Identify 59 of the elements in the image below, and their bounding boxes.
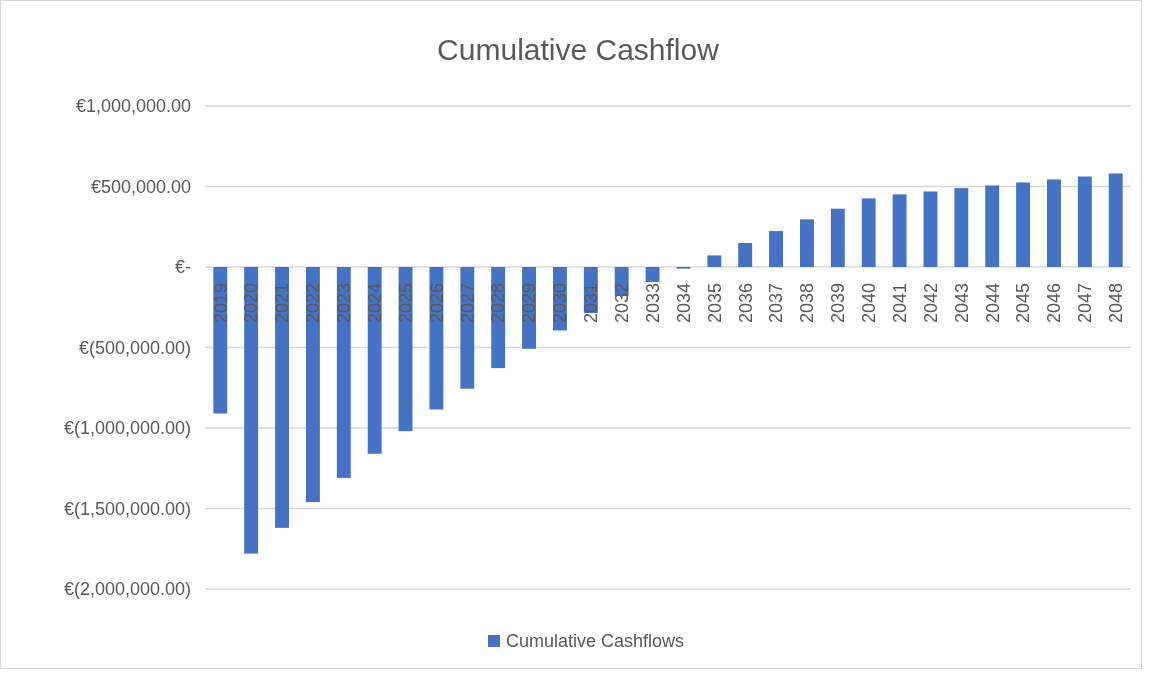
x-tick-label: 2029 bbox=[519, 283, 540, 324]
x-tick-label: 2035 bbox=[704, 283, 725, 324]
bar bbox=[336, 267, 351, 478]
x-tick-label: 2045 bbox=[1013, 283, 1034, 324]
x-tick-label: 2040 bbox=[859, 283, 879, 324]
bar bbox=[985, 185, 1000, 267]
y-tick-label: €1,000,000.00 bbox=[75, 96, 191, 117]
bar bbox=[1077, 176, 1092, 267]
chart-title: Cumulative Cashflow bbox=[437, 33, 720, 66]
x-tick-label: 2020 bbox=[241, 283, 262, 324]
bar bbox=[707, 255, 722, 267]
legend-label: Cumulative Cashflows bbox=[506, 631, 685, 652]
x-tick-label: 2044 bbox=[982, 283, 1003, 324]
x-tick-label: 2036 bbox=[735, 283, 756, 324]
x-tick-label: 2032 bbox=[611, 283, 632, 324]
y-tick-label: €(1,000,000.00) bbox=[63, 418, 191, 439]
bar bbox=[1016, 182, 1031, 267]
y-tick-label: €(500,000.00) bbox=[78, 337, 191, 358]
y-tick-label: €500,000.00 bbox=[90, 176, 191, 197]
bar bbox=[954, 188, 969, 267]
x-tick-label: 2038 bbox=[797, 283, 818, 324]
bar bbox=[769, 231, 784, 267]
x-tick-label: 2028 bbox=[488, 283, 509, 324]
bar bbox=[861, 198, 876, 267]
bar bbox=[367, 267, 382, 454]
x-tick-label: 2047 bbox=[1075, 283, 1096, 324]
x-tick-label: 2043 bbox=[951, 283, 972, 324]
bar bbox=[892, 194, 907, 267]
x-tick-label: 2046 bbox=[1044, 283, 1065, 324]
x-tick-label: 2048 bbox=[1106, 283, 1127, 324]
x-tick-label: 2026 bbox=[426, 283, 447, 324]
bar bbox=[1047, 179, 1061, 267]
bar bbox=[830, 208, 845, 267]
x-tick-label: 2042 bbox=[920, 283, 941, 324]
x-tick-label: 2034 bbox=[673, 283, 694, 324]
x-tick-label: 2033 bbox=[642, 283, 663, 324]
bar bbox=[923, 191, 938, 267]
bar bbox=[1108, 173, 1123, 267]
x-tick-label: 2023 bbox=[334, 283, 355, 324]
bar bbox=[800, 219, 814, 267]
y-tick-label: €(2,000,000.00) bbox=[63, 579, 191, 600]
x-tick-label: 2037 bbox=[766, 283, 787, 324]
bar bbox=[275, 267, 289, 528]
x-tick-label: 2030 bbox=[550, 283, 571, 324]
bar bbox=[305, 267, 320, 503]
x-tick-label: 2027 bbox=[457, 283, 478, 324]
bar bbox=[244, 267, 259, 554]
x-tick-label: 2041 bbox=[889, 283, 910, 324]
x-tick-label: 2021 bbox=[272, 283, 293, 324]
x-tick-label: 2025 bbox=[395, 283, 416, 324]
x-tick-label: 2019 bbox=[210, 283, 231, 324]
y-tick-label: €- bbox=[174, 257, 191, 278]
x-tick-label: 2031 bbox=[581, 283, 602, 324]
bar bbox=[645, 267, 660, 282]
x-tick-label: 2024 bbox=[364, 283, 385, 324]
x-tick-label: 2022 bbox=[303, 283, 324, 324]
bar bbox=[738, 243, 753, 267]
x-tick-label: 2039 bbox=[828, 283, 849, 324]
y-tick-label: €(1,500,000.00) bbox=[63, 498, 191, 519]
